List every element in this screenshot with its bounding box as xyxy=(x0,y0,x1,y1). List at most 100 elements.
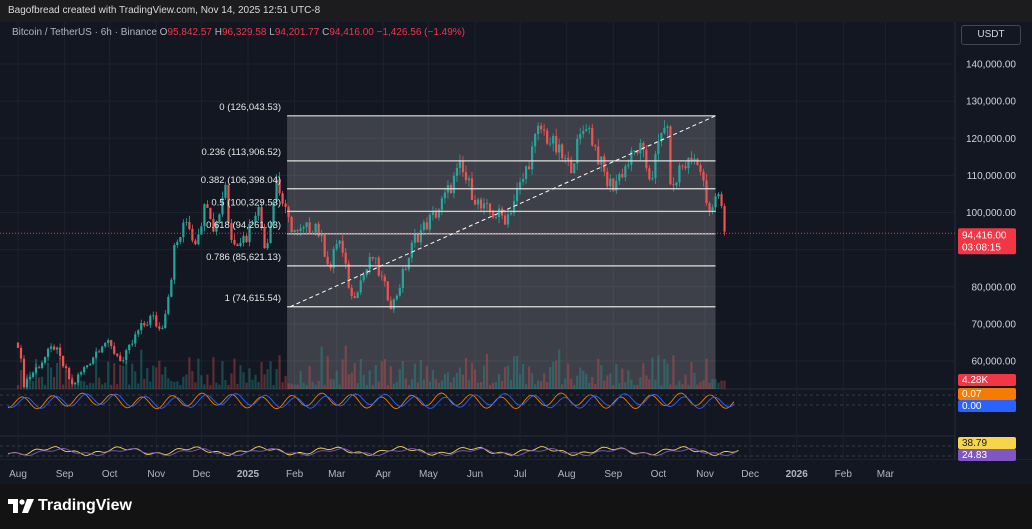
volume-bars xyxy=(16,345,726,389)
volume-bar xyxy=(104,382,107,389)
volume-bar xyxy=(624,382,627,389)
volume-bar xyxy=(428,381,431,389)
oscillator-pane-2 xyxy=(0,445,955,457)
volume-bar xyxy=(293,384,296,389)
volume-bar xyxy=(717,382,720,389)
candle-body xyxy=(479,199,483,209)
volume-bar xyxy=(188,357,191,389)
y-tick-label: 140,000.00 xyxy=(966,60,1016,71)
candle-body xyxy=(561,144,564,159)
time-axis-bg[interactable] xyxy=(0,460,1032,484)
close-value: 94,416.00 xyxy=(329,27,374,38)
volume-bar xyxy=(356,383,359,389)
candle-body xyxy=(68,368,71,380)
volume-bar xyxy=(191,370,194,389)
candle-body xyxy=(597,146,600,165)
volume-bar xyxy=(588,382,591,389)
volume-bar xyxy=(143,378,146,389)
volume-bar xyxy=(546,382,549,389)
candle-body xyxy=(485,203,489,205)
candle-body xyxy=(155,315,158,327)
volume-bar xyxy=(365,384,368,389)
candle-body xyxy=(49,346,53,349)
volume-bar xyxy=(49,367,53,389)
volume-bar xyxy=(248,368,251,389)
volume-bar xyxy=(528,366,531,389)
candle-body xyxy=(705,180,708,204)
volume-bar xyxy=(612,384,615,389)
high-label: H xyxy=(214,27,222,38)
candle-body xyxy=(630,150,633,165)
y-tick-label: 120,000.00 xyxy=(966,134,1016,145)
volume-bar xyxy=(561,384,564,389)
volume-bar xyxy=(203,384,206,389)
volume-bar xyxy=(116,384,119,389)
volume-bar xyxy=(170,381,173,389)
volume-bar xyxy=(245,382,248,389)
candle-body xyxy=(558,144,561,153)
volume-bar xyxy=(149,381,152,389)
candle-body xyxy=(476,199,480,205)
volume-bar xyxy=(582,370,585,389)
currency-button[interactable]: USDT xyxy=(961,25,1021,45)
candle-body xyxy=(185,222,188,223)
candle-body xyxy=(570,159,573,174)
candle-body xyxy=(46,348,50,357)
symbol-legend[interactable]: Bitcoin / TetherUS · 6h · Binance O95,84… xyxy=(12,27,465,38)
candle-body xyxy=(236,244,239,246)
candle-body xyxy=(407,257,410,270)
candle-body xyxy=(618,174,621,181)
candle-body xyxy=(401,268,404,288)
candle-body xyxy=(540,125,543,130)
volume-bar xyxy=(335,370,338,389)
candle-body xyxy=(386,281,389,301)
volume-bar xyxy=(272,384,275,389)
close-label: C xyxy=(322,27,330,38)
volume-bar xyxy=(19,370,23,389)
price-axis: 140,000.00 130,000.00 120,000.00 110,000.00… xyxy=(966,60,1016,368)
candle-body xyxy=(627,164,630,167)
volume-bar xyxy=(89,382,92,389)
volume-bar xyxy=(576,375,579,389)
volume-bar xyxy=(708,382,711,389)
trend-line[interactable] xyxy=(289,115,716,308)
volume-bar xyxy=(627,370,630,389)
candle-body xyxy=(55,347,59,350)
candle-body xyxy=(43,356,47,363)
volume-bar xyxy=(669,384,672,389)
volume-bar xyxy=(341,359,344,389)
candle-body xyxy=(203,204,206,227)
candle-body xyxy=(40,362,44,369)
volume-bar xyxy=(555,360,558,389)
volume-bar xyxy=(46,362,50,389)
volume-bar xyxy=(266,369,269,389)
x-tick-label: Aug xyxy=(558,469,576,480)
candle-body xyxy=(642,142,645,150)
volume-bar xyxy=(515,355,519,389)
candle-body xyxy=(52,346,56,350)
chart-area[interactable] xyxy=(0,22,1032,484)
volume-bar xyxy=(594,384,597,389)
fib-retracement-zone[interactable] xyxy=(287,115,716,389)
candle-body xyxy=(284,203,287,207)
volume-bar xyxy=(275,369,278,389)
candle-body xyxy=(413,234,416,243)
candle-body xyxy=(675,182,678,186)
candle-body xyxy=(149,315,152,325)
volume-bar xyxy=(690,362,693,389)
volume-bar xyxy=(558,349,561,389)
volume-bar xyxy=(260,362,263,389)
volume-bar xyxy=(407,384,410,389)
candle-body xyxy=(582,130,585,134)
candle-body xyxy=(332,249,335,269)
volume-bar xyxy=(332,379,335,389)
tradingview-logo[interactable]: TradingView xyxy=(8,497,132,515)
volume-badge-bg xyxy=(958,374,1016,386)
fib-level-label: 0.5 (100,329.53) xyxy=(211,197,281,208)
x-tick-label: Aug xyxy=(9,469,27,480)
volume-bar xyxy=(233,358,236,389)
volume-bar xyxy=(422,379,425,389)
volume-bar xyxy=(281,382,284,389)
candle-body xyxy=(525,166,528,180)
